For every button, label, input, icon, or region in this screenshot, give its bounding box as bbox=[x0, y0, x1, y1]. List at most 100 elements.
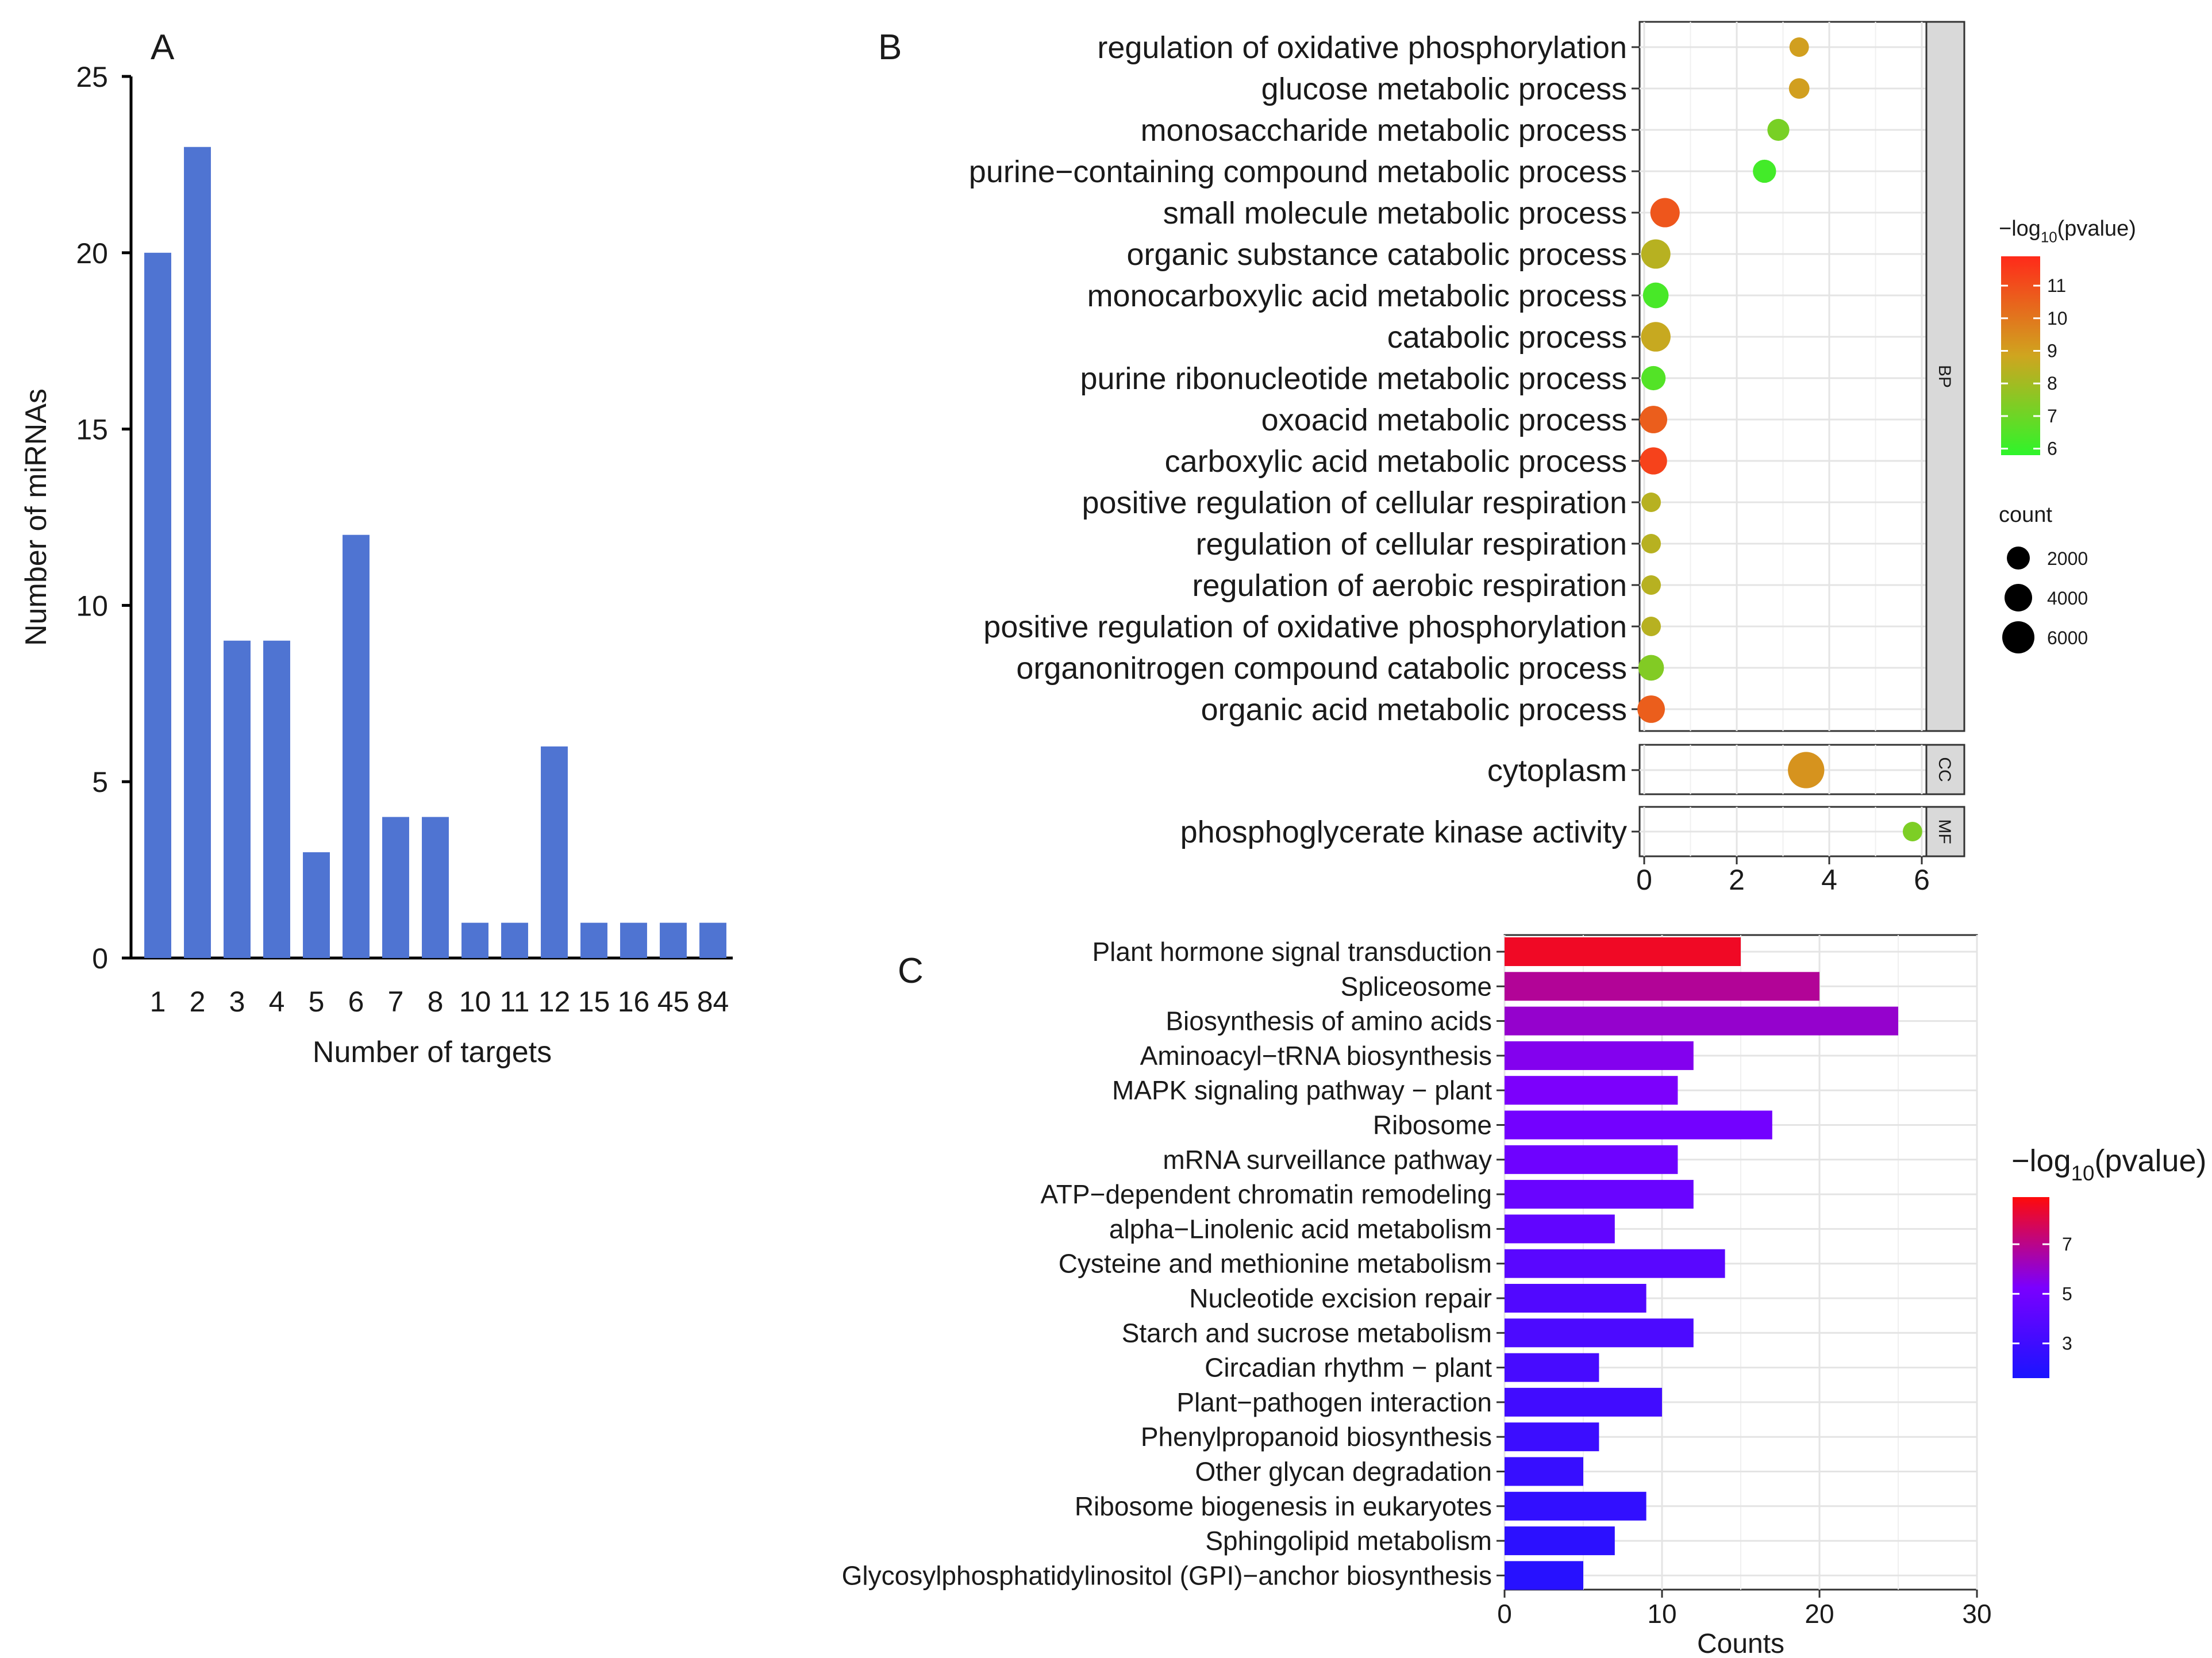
term-label: catabolic process bbox=[1387, 320, 1627, 355]
term-label: positive regulation of cellular respirat… bbox=[1082, 486, 1627, 520]
dot-phosphoglycerate-kinase-activity bbox=[1902, 822, 1922, 841]
category-label: Phenylpropanoid biosynthesis bbox=[1141, 1422, 1492, 1452]
bar-spliceosome bbox=[1505, 972, 1819, 1001]
facet-strip bbox=[1925, 806, 1965, 857]
facet-mf: MF phosphoglycerate kinase activity bbox=[1180, 806, 1965, 857]
category-label: mRNA surveillance pathway bbox=[1163, 1145, 1492, 1175]
dot-regulation-of-cellular-respiration bbox=[1641, 534, 1661, 553]
dot-purine-ribonucleotide-metabolic-process bbox=[1641, 366, 1666, 391]
facet-strip bbox=[1925, 21, 1965, 732]
bar-cysteine-and-methionine-metabolism bbox=[1505, 1249, 1725, 1278]
term-label: organic substance catabolic process bbox=[1127, 237, 1628, 272]
term-label: regulation of cellular respiration bbox=[1196, 527, 1627, 561]
dot-monosaccharide-metabolic-process bbox=[1767, 118, 1790, 141]
dot-catabolic-process bbox=[1641, 322, 1671, 352]
bar-other-glycan-degradation bbox=[1505, 1457, 1583, 1486]
term-label: monocarboxylic acid metabolic process bbox=[1087, 279, 1627, 313]
color-legend-tick-label: 7 bbox=[2047, 406, 2057, 426]
bar-glycosylphosphatidylinositol-gpi-anchor-biosynthesis bbox=[1505, 1561, 1583, 1590]
dot-organic-acid-metabolic-process bbox=[1637, 695, 1665, 723]
category-label: Ribosome biogenesis in eukaryotes bbox=[1075, 1491, 1492, 1521]
category-label: Spliceosome bbox=[1341, 971, 1492, 1001]
panel-label: A bbox=[151, 28, 175, 67]
dot-oxoacid-metabolic-process bbox=[1640, 406, 1668, 433]
dot-organic-substance-catabolic-process bbox=[1641, 239, 1671, 269]
bar-mrna-surveillance-pathway bbox=[1505, 1145, 1678, 1174]
bar-sphingolipid-metabolism bbox=[1505, 1526, 1615, 1556]
facet-strip-label: MF bbox=[1935, 819, 1954, 844]
bar-atp-dependent-chromatin-remodeling bbox=[1505, 1180, 1694, 1209]
x-tick-label: 16 bbox=[618, 986, 650, 1018]
color-legend-tick-label: 5 bbox=[2062, 1283, 2072, 1304]
panel-label: C bbox=[898, 951, 924, 991]
bar-mapk-signaling-pathway-plant bbox=[1505, 1076, 1678, 1105]
color-legend-tick-label: 11 bbox=[2047, 275, 2066, 296]
x-axis-label: Number of targets bbox=[313, 1036, 552, 1069]
term-label: organonitrogen compound catabolic proces… bbox=[1016, 651, 1627, 686]
category-label: Plant−pathogen interaction bbox=[1176, 1387, 1492, 1417]
term-label: glucose metabolic process bbox=[1261, 72, 1627, 106]
bar-ribosome-biogenesis-in-eukaryotes bbox=[1505, 1491, 1647, 1521]
size-legend-title: count bbox=[1999, 503, 2052, 527]
color-legend-tick-label: 6 bbox=[2047, 438, 2057, 459]
term-label: phosphoglycerate kinase activity bbox=[1180, 815, 1627, 849]
size-legend-label: 6000 bbox=[2047, 628, 2088, 648]
x-tick-label: 7 bbox=[388, 986, 404, 1018]
category-label: ATP−dependent chromatin remodeling bbox=[1041, 1179, 1492, 1209]
x-tick-label: 20 bbox=[1805, 1599, 1834, 1629]
term-label: carboxylic acid metabolic process bbox=[1165, 444, 1627, 479]
term-label: monosaccharide metabolic process bbox=[1141, 113, 1627, 148]
term-label: regulation of oxidative phosphorylation bbox=[1097, 30, 1627, 65]
bar-45 bbox=[660, 922, 687, 958]
bar-3 bbox=[224, 640, 251, 958]
category-label: Other glycan degradation bbox=[1195, 1457, 1492, 1487]
facet-strip-label: BP bbox=[1935, 365, 1954, 388]
x-tick-label: 10 bbox=[1647, 1599, 1676, 1629]
bar-circadian-rhythm-plant bbox=[1505, 1353, 1599, 1382]
bar-plant-pathogen-interaction bbox=[1505, 1387, 1662, 1417]
x-tick-label: 45 bbox=[657, 986, 690, 1018]
panel-b-dot-plot: B BP regulation of oxidative phosphorylati… bbox=[878, 21, 2136, 896]
category-label: Nucleotide excision repair bbox=[1189, 1283, 1492, 1313]
y-tick-label: 0 bbox=[92, 943, 108, 975]
category-label: Starch and sucrose metabolism bbox=[1122, 1318, 1492, 1348]
category-label: MAPK signaling pathway − plant bbox=[1112, 1075, 1492, 1105]
facet-strip bbox=[1925, 744, 1965, 795]
dot-purine-containing-compound-metabolic-process bbox=[1753, 159, 1776, 183]
bar-2 bbox=[184, 147, 211, 959]
x-tick-label: 2 bbox=[1729, 864, 1745, 896]
term-label: organic acid metabolic process bbox=[1201, 693, 1627, 727]
y-tick-label: 25 bbox=[76, 61, 108, 93]
bar-8 bbox=[422, 817, 449, 958]
bar-aminoacyl-trna-biosynthesis bbox=[1505, 1041, 1694, 1070]
dot-positive-regulation-of-cellular-respiration bbox=[1641, 493, 1661, 512]
dot-carboxylic-acid-metabolic-process bbox=[1640, 447, 1667, 475]
bar-1 bbox=[144, 252, 171, 958]
color-legend-title: −log10(pvalue) bbox=[2011, 1144, 2207, 1185]
facet-cc: CC cytoplasm bbox=[1487, 744, 1965, 795]
color-legend-tick-label: 7 bbox=[2062, 1234, 2072, 1255]
facet-strip-label: CC bbox=[1935, 757, 1954, 782]
x-tick-label: 1 bbox=[150, 986, 166, 1018]
term-label: purine−containing compound metabolic pro… bbox=[969, 155, 1627, 189]
category-label: alpha−Linolenic acid metabolism bbox=[1109, 1214, 1492, 1244]
legend-title-subscript: 10 bbox=[2071, 1161, 2095, 1185]
legend-title-suffix: (pvalue) bbox=[2057, 217, 2136, 241]
color-legend-tick-label: 9 bbox=[2047, 340, 2057, 361]
size-legend-dot bbox=[2007, 547, 2030, 570]
bar-ribosome bbox=[1505, 1110, 1772, 1140]
bar-plant-hormone-signal-transduction bbox=[1505, 937, 1741, 966]
bar-7 bbox=[382, 817, 409, 958]
x-tick-label: 6 bbox=[1914, 864, 1930, 896]
color-legend-title: −log10(pvalue) bbox=[1999, 217, 2136, 245]
bar-11 bbox=[501, 922, 528, 958]
dot-organonitrogen-compound-catabolic-process bbox=[1638, 655, 1664, 681]
legend-title-prefix: −log bbox=[2011, 1144, 2071, 1178]
bar-nucleotide-excision-repair bbox=[1505, 1284, 1647, 1313]
bar-15 bbox=[580, 922, 607, 958]
legend-title-prefix: −log bbox=[1999, 217, 2041, 241]
x-axis-label: Counts bbox=[1697, 1629, 1784, 1658]
dot-glucose-metabolic-process bbox=[1788, 78, 1810, 99]
